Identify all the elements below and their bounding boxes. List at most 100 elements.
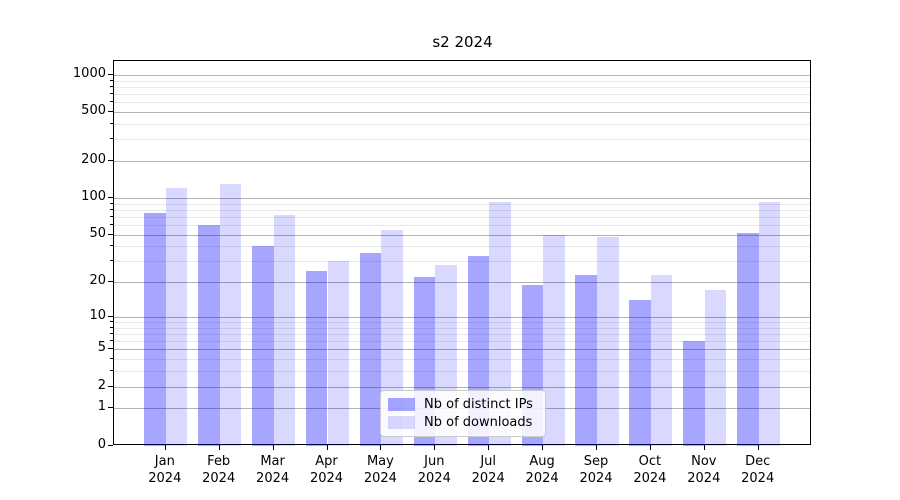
y-axis-minor-tick [110,326,113,328]
y-tick-label: 5 [97,340,106,356]
y-axis-minor-tick [110,321,113,322]
bar-ips-may [359,253,382,446]
bar-downloads-mar [273,215,296,446]
x-tick-month: Aug [529,454,555,469]
x-axis-tick [326,445,328,450]
minor-gridline [114,139,810,141]
y-axis-major-tick [108,160,113,162]
x-axis-tick [164,445,166,450]
x-tick-label: Jul 2024 [443,453,533,487]
x-tick-label: Sep 2024 [551,453,641,487]
y-axis-minor-tick [110,370,113,372]
y-tick-label: 500 [81,103,106,119]
bar-downloads-oct [650,275,673,446]
x-tick-month: Oct [638,454,662,469]
y-axis-major-tick [108,281,113,283]
x-tick-label: Nov 2024 [659,453,749,487]
x-tick-year: 2024 [579,471,613,486]
y-tick-label: 20 [89,273,106,289]
bar-ips-dec [737,232,759,446]
x-tick-month: Feb [207,454,231,469]
x-axis-tick [272,445,274,450]
legend-swatch [388,415,415,429]
y-axis-minor-tick [110,101,113,103]
x-tick-label: Dec 2024 [713,453,803,487]
x-tick-year: 2024 [525,471,559,486]
x-tick-year: 2024 [687,471,721,486]
minor-gridline [114,246,810,248]
major-gridline [114,386,810,388]
legend-label: Nb of downloads [424,414,533,430]
x-axis-tick [757,445,759,450]
legend-swatch [388,398,415,412]
x-tick-year: 2024 [741,471,775,486]
y-axis-minor-tick [110,85,113,87]
y-axis-minor-tick [110,358,113,360]
bar-downloads-aug [543,234,565,446]
bar-downloads-dec [758,202,781,446]
y-axis-major-tick [108,315,113,317]
bar-ips-nov [683,341,705,446]
minor-gridline [114,261,810,263]
x-axis-tick [596,445,597,450]
bar-ips-mar [252,246,274,446]
x-axis-tick [488,445,490,450]
x-axis-tick [434,445,436,450]
minor-gridline [114,371,810,373]
legend: Nb of distinct IPs Nb of downloads [380,390,546,437]
x-axis-tick [649,445,651,450]
x-axis-tick [542,445,544,450]
x-tick-month: Apr [315,454,338,469]
x-tick-year: 2024 [633,471,667,486]
x-tick-year: 2024 [309,471,344,486]
major-gridline [114,349,810,351]
legend-item: Nb of downloads [388,415,536,430]
x-axis-tick [380,445,382,450]
minor-gridline [114,333,810,335]
y-axis-minor-tick [110,123,113,124]
y-axis-minor-tick [110,215,113,217]
y-axis-major-tick [108,385,113,387]
minor-gridline [114,209,810,211]
x-tick-month: Jul [480,454,497,469]
x-tick-month: Sep [583,454,609,469]
x-tick-month: Nov [691,454,717,469]
major-gridline [114,282,810,284]
minor-gridline [114,322,810,323]
y-axis-minor-tick [110,93,113,95]
y-tick-label: 50 [89,225,106,241]
y-tick-label: 1000 [72,65,106,81]
bar-ips-apr [305,270,328,446]
x-tick-label: Jan 2024 [120,453,210,487]
major-gridline [114,161,810,163]
legend-item: Nb of distinct IPs [388,397,536,412]
x-tick-year: 2024 [202,471,236,486]
x-axis-tick [218,445,220,450]
minor-gridline [114,225,810,226]
bar-downloads-sep [597,236,619,446]
minor-gridline [114,327,810,329]
y-tick-label: 100 [81,188,106,204]
x-tick-label: Feb 2024 [174,453,264,487]
y-axis-minor-tick [110,224,113,225]
y-tick-label: 0 [97,436,106,452]
plot-area [113,60,811,446]
major-gridline [114,197,810,199]
y-tick-label: 200 [81,152,106,168]
minor-gridline [114,80,810,82]
y-axis-major-tick [108,444,113,446]
bar-ips-feb [198,225,220,446]
bar-ips-sep [575,275,597,446]
bar-downloads-jul [489,202,511,446]
x-tick-month: Mar [260,454,285,469]
y-tick-label: 10 [89,307,106,323]
x-axis-tick [703,445,705,450]
x-tick-label: May 2024 [335,453,425,487]
x-tick-label: Mar 2024 [228,453,318,487]
x-tick-month: Jun [424,454,445,469]
y-axis-minor-tick [110,138,113,140]
minor-gridline [114,86,810,88]
x-tick-year: 2024 [471,471,505,486]
minor-gridline [114,359,810,361]
bar-downloads-jan [165,188,188,446]
